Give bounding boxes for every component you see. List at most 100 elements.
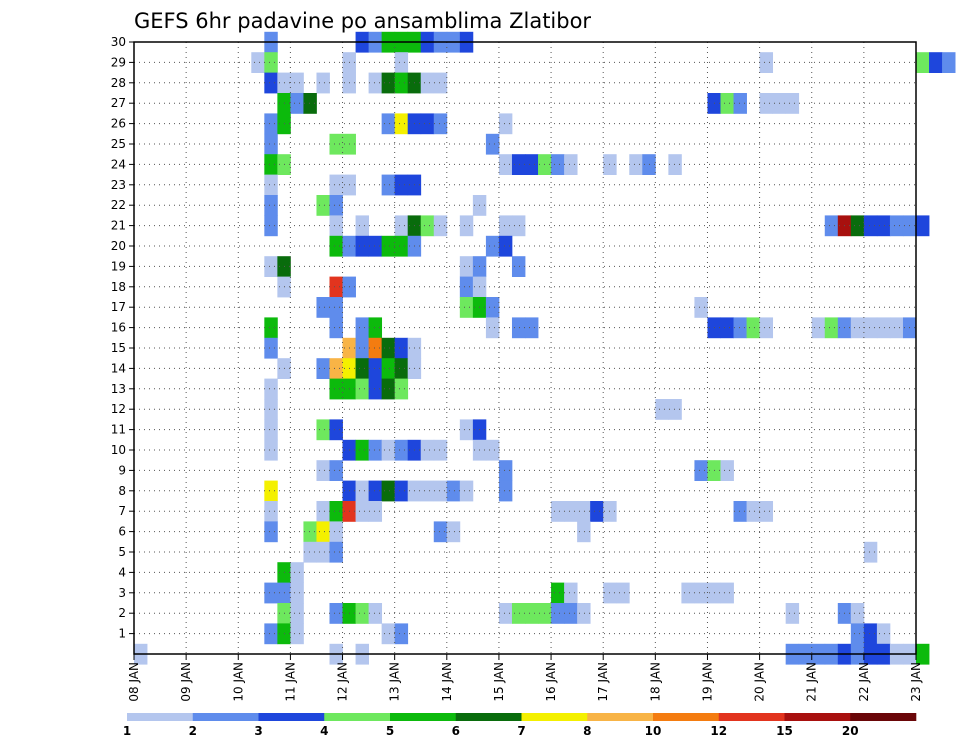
heatmap-cell (264, 174, 278, 196)
heatmap-cell (394, 480, 409, 502)
y-tick-label: 20 (111, 239, 126, 253)
heatmap-cell (511, 154, 526, 175)
heatmap-cell (577, 603, 591, 624)
heatmap-cell (485, 439, 500, 461)
x-tick-label: 09 JAN (179, 662, 193, 702)
y-tick-label: 1 (118, 627, 126, 641)
heatmap-cell (629, 154, 643, 175)
heatmap-cell (381, 113, 396, 135)
heatmap-cell (329, 501, 343, 522)
heatmap-cell (616, 582, 630, 604)
heatmap-cell (368, 358, 383, 379)
x-tick-label: 21 JAN (805, 662, 819, 702)
legend-label: 7 (517, 724, 525, 738)
y-tick-label: 10 (111, 443, 126, 457)
heatmap-cell (551, 154, 565, 175)
legend-label: 3 (254, 724, 262, 738)
heatmap-cell (329, 297, 343, 318)
heatmap-cell (511, 317, 526, 339)
heatmap-cell (916, 643, 930, 665)
y-tick-label: 28 (111, 76, 126, 90)
y-tick-label: 8 (118, 484, 126, 498)
legend-swatch (192, 713, 259, 721)
y-tick-label: 4 (118, 565, 126, 579)
legend-label: 20 (842, 724, 859, 738)
y-tick-label: 13 (111, 382, 126, 396)
heatmap-cell (433, 439, 448, 461)
heatmap-cell (420, 72, 435, 94)
heatmap-cell (368, 439, 383, 461)
heatmap-cell (251, 52, 265, 73)
heatmap-cell (785, 603, 800, 624)
heatmap-cell (433, 480, 448, 502)
x-tick-label: 20 JAN (753, 662, 767, 702)
y-tick-label: 25 (111, 137, 126, 151)
heatmap-cell (929, 52, 943, 73)
heatmap-cell (694, 582, 708, 604)
heatmap-cell (264, 480, 278, 502)
heatmap-cell (681, 582, 695, 604)
x-tick-label: 13 JAN (388, 662, 402, 702)
heatmap-cell (394, 174, 409, 196)
x-tick-label: 23 JAN (909, 662, 923, 702)
heatmap-cell (564, 582, 578, 604)
heatmap-cell (368, 378, 383, 400)
heatmap-cell (498, 480, 513, 502)
heatmap-cell (459, 419, 474, 441)
y-tick-label: 2 (118, 606, 126, 620)
legend-swatch (521, 713, 588, 721)
y-tick-label: 29 (111, 55, 126, 69)
heatmap-cell (394, 623, 409, 645)
x-tick-label: 17 JAN (596, 662, 610, 702)
y-tick-label: 26 (111, 117, 126, 131)
heatmap-cell (316, 541, 330, 563)
heatmap-cell (498, 154, 513, 175)
heatmap-cell (876, 623, 891, 645)
heatmap-cell (694, 297, 708, 318)
heatmap-cell (329, 215, 343, 237)
heatmap-cell (863, 623, 878, 645)
heatmap-cell (264, 215, 278, 237)
heatmap-cell (485, 317, 500, 339)
heatmap-cell (446, 521, 461, 543)
heatmap-cell (590, 501, 604, 522)
heatmap-cell (433, 72, 448, 94)
legend-swatch (653, 713, 720, 721)
heatmap-cell (316, 460, 330, 481)
heatmap-cell (368, 501, 383, 522)
y-tick-label: 17 (111, 300, 126, 314)
heatmap-cell (355, 317, 369, 339)
heatmap-cell (525, 154, 539, 175)
heatmap-cell (303, 521, 317, 543)
heatmap-cell (355, 501, 369, 522)
heatmap-cell (264, 256, 278, 277)
legend-label: 12 (710, 724, 727, 738)
heatmap-cell (303, 93, 317, 114)
heatmap-cell (668, 154, 682, 175)
y-tick-label: 3 (118, 586, 126, 600)
heatmap-cell (264, 72, 278, 94)
heatmap-cell (368, 72, 383, 94)
heatmap-cell (824, 215, 839, 237)
heatmap-cell (564, 603, 578, 624)
heatmap-cell (355, 439, 369, 461)
heatmap-cell (394, 72, 409, 94)
heatmap-cell (785, 93, 800, 114)
heatmap-cell (746, 501, 760, 522)
heatmap-cell (394, 52, 409, 73)
heatmap-cell (420, 215, 435, 237)
heatmap-cell (551, 501, 565, 522)
heatmap-cell (316, 501, 330, 522)
heatmap-cell (459, 480, 474, 502)
y-tick-label: 22 (111, 198, 126, 212)
legend-label: 4 (320, 724, 328, 738)
heatmap-cell (316, 297, 330, 318)
heatmap-cell (329, 460, 343, 481)
heatmap-cell (381, 623, 396, 645)
legend-swatch (127, 713, 194, 721)
x-tick-label: 08 JAN (127, 662, 141, 702)
heatmap-cell (355, 480, 369, 502)
heatmap-cell (394, 378, 409, 400)
heatmap-cell (876, 317, 891, 339)
